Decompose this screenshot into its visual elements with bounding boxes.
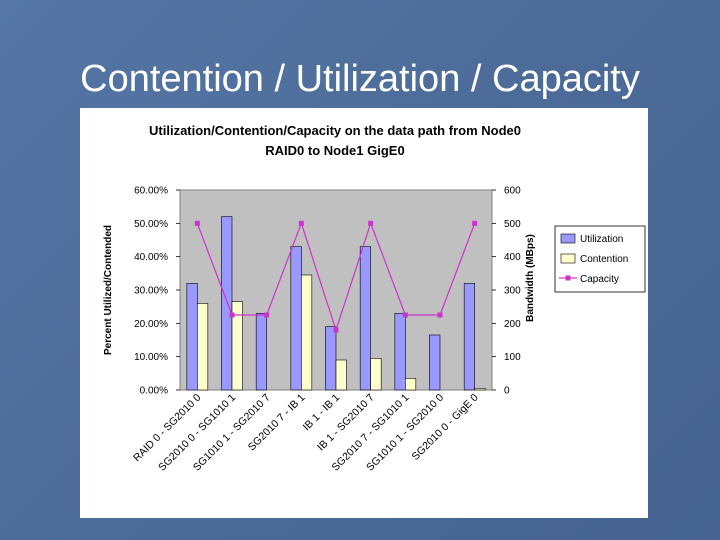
bar-utilization-3 (290, 246, 302, 391)
capacity-point-6 (402, 312, 408, 318)
y-tick-label-5: 50.00% (134, 219, 168, 230)
bar-utilization-8 (463, 283, 475, 391)
y-tick-label-6: 60.00% (134, 186, 168, 197)
capacity-point-2 (264, 312, 270, 318)
y-axis-ticks: 0.00% 10.00% 20.00% 30.00% 40.00% 50.00% 60.00… (134, 186, 180, 397)
chart-title-line-1: Utilization/Contention/Capacity on the d… (149, 123, 521, 138)
legend-swatch-capacity-marker (565, 275, 571, 281)
y-tick-label-4: 40.00% (134, 252, 168, 263)
legend-label-capacity: Capacity (580, 274, 619, 285)
chart-panel: Utilization/Contention/Capacity on the d… (80, 108, 648, 518)
legend: Utilization Contention Capacity (554, 225, 646, 293)
legend-swatch-contention (560, 253, 576, 264)
y2-tick-label-0: 0 (504, 386, 510, 397)
y2-tick-label-1: 100 (504, 352, 521, 363)
y-tick-label-3: 30.00% (134, 286, 168, 297)
capacity-line-group (194, 220, 478, 333)
bar-utilization-7 (429, 334, 441, 391)
capacity-point-1 (229, 312, 235, 318)
y2-tick-label-3: 300 (504, 286, 521, 297)
bar-contention-6 (405, 378, 417, 391)
chart-title-line-2: RAID0 to Node1 GigE0 (265, 143, 404, 158)
y2-tick-label-4: 400 (504, 252, 521, 263)
bar-utilization-5 (359, 246, 371, 391)
bar-utilization-0 (186, 283, 198, 391)
slide-title: Contention / Utilization / Capacity (80, 58, 640, 100)
capacity-point-0 (194, 220, 200, 226)
y-tick-label-1: 10.00% (134, 352, 168, 363)
bar-contention-3 (301, 274, 313, 391)
bar-utilization-1 (221, 216, 233, 391)
capacity-point-8 (472, 220, 478, 226)
y-tick-label-2: 20.00% (134, 319, 168, 330)
capacity-point-7 (437, 312, 443, 318)
category-label-8: SG2010 0 - GigE 0 (410, 392, 481, 463)
legend-label-utilization: Utilization (580, 234, 623, 245)
capacity-point-3 (298, 220, 304, 226)
bars-group (186, 216, 486, 391)
bar-contention-4 (335, 359, 347, 391)
legend-swatch-utilization (560, 233, 576, 244)
bar-contention-5 (370, 358, 382, 391)
y2-axis-ticks: 0 100 200 300 400 500 600 (492, 186, 521, 397)
bar-contention-1 (231, 301, 243, 391)
legend-label-contention: Contention (580, 254, 628, 265)
bar-utilization-6 (394, 313, 406, 391)
chart-svg: Utilization/Contention/Capacity on the d… (103, 123, 646, 474)
bar-utilization-4 (325, 326, 337, 391)
bar-contention-8 (474, 388, 486, 391)
capacity-point-4 (333, 327, 339, 333)
y2-tick-label-5: 500 (504, 219, 521, 230)
y-axis-label: Percent Utilized/Contended (103, 225, 114, 355)
y2-tick-label-2: 200 (504, 319, 521, 330)
bar-contention-0 (197, 303, 209, 391)
y2-tick-label-6: 600 (504, 186, 521, 197)
bar-utilization-2 (255, 313, 267, 391)
y-tick-label-0: 0.00% (140, 386, 168, 397)
y2-axis-label: Bandwidth (MBps) (525, 234, 536, 322)
capacity-point-5 (368, 220, 374, 226)
